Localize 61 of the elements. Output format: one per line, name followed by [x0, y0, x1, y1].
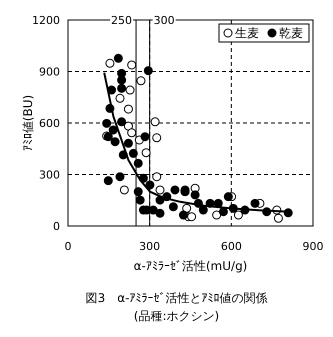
point: [224, 192, 233, 202]
x-tick-label: 0: [64, 240, 72, 253]
point: [190, 190, 200, 200]
text: 図3 α-ｱﾐﾗｰｾﾞ活性とｱﾐﾛ値の関係: [86, 291, 268, 305]
point: [142, 148, 151, 158]
point: [134, 158, 143, 168]
point: [127, 128, 136, 138]
point: [104, 176, 113, 186]
point: [127, 60, 136, 70]
point: [126, 86, 135, 95]
point: [187, 212, 196, 222]
point: [140, 132, 150, 142]
legend-label: 乾麦: [279, 26, 303, 40]
y-tick-label: 900: [39, 66, 60, 78]
y-axis-title: ｱﾐﾛ値(BU): [21, 94, 35, 152]
point: [108, 126, 118, 135]
x-tick-label: 900: [302, 240, 324, 253]
point: [198, 206, 208, 215]
point: [114, 54, 123, 63]
point: [128, 148, 138, 158]
point: [136, 76, 146, 86]
point: [152, 133, 162, 142]
point: [134, 187, 143, 196]
point: [115, 94, 124, 103]
point: [117, 84, 126, 93]
point: [156, 208, 165, 218]
point: [152, 172, 162, 182]
point: [218, 207, 228, 216]
point: [145, 180, 154, 190]
point: [212, 210, 222, 220]
point: [150, 117, 160, 126]
point: [105, 58, 114, 68]
x-tick-label: 300: [139, 240, 160, 253]
point: [156, 185, 165, 194]
y-tick-label: 300: [39, 168, 60, 182]
point: [124, 104, 133, 114]
point: [178, 210, 188, 220]
ref-line-label: 300: [154, 14, 175, 27]
point: [182, 204, 192, 213]
legend-label: 生麦: [235, 26, 259, 40]
point: [117, 76, 126, 85]
text: (品種:ホクシン): [134, 309, 220, 323]
point: [274, 214, 283, 223]
point: [250, 198, 260, 208]
x-axis-title: α-ｱﾐﾗｰｾﾞ活性(mU/g): [134, 259, 248, 273]
point: [102, 118, 112, 128]
x-tick-label: 600: [220, 240, 242, 253]
point: [170, 185, 180, 194]
y-tick-label: 600: [39, 117, 60, 130]
y-tick-label: 0: [53, 220, 60, 233]
y-tick-label: 1200: [32, 14, 60, 27]
ref-line-label: 250: [111, 14, 132, 27]
point: [168, 202, 178, 212]
point: [144, 66, 153, 76]
point: [117, 117, 126, 126]
point: [110, 137, 120, 146]
point: [136, 196, 145, 205]
point: [115, 172, 124, 182]
point: [234, 210, 243, 220]
point: [124, 138, 133, 148]
point: [120, 185, 129, 194]
